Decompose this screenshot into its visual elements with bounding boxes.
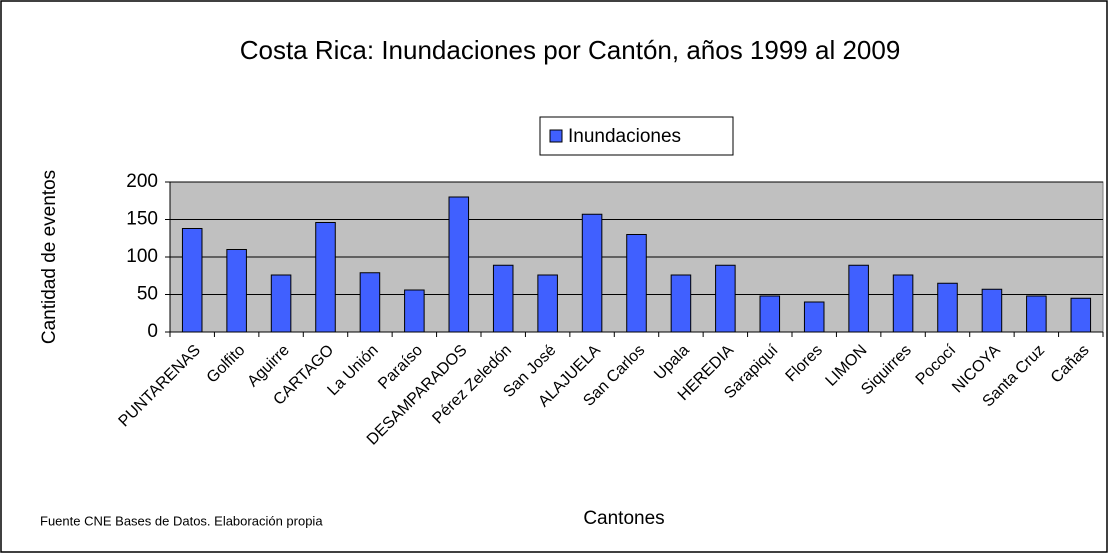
y-tick-label: 200 xyxy=(126,171,158,192)
bar xyxy=(803,301,825,333)
bar xyxy=(359,272,381,333)
x-axis-label: Cantones xyxy=(583,508,664,529)
chart-title: Costa Rica: Inundaciones por Cantón, año… xyxy=(240,35,901,65)
source-note: Fuente CNE Bases de Datos. Elaboración p… xyxy=(40,513,323,528)
bar xyxy=(315,222,336,333)
bar xyxy=(626,234,647,333)
y-axis-label: Cantidad de eventos xyxy=(39,170,60,344)
legend-label: Inundaciones xyxy=(568,126,681,147)
bar xyxy=(181,228,203,333)
y-tick-label: 50 xyxy=(137,284,158,305)
bar xyxy=(581,213,603,333)
legend-swatch xyxy=(549,129,563,143)
bar xyxy=(759,295,781,333)
bar xyxy=(226,249,247,333)
y-tick-label: 100 xyxy=(126,246,158,267)
bar xyxy=(981,288,1003,333)
bar xyxy=(492,264,514,333)
bar xyxy=(670,274,692,333)
bar xyxy=(270,274,292,333)
bar xyxy=(937,282,958,333)
bar xyxy=(537,274,558,333)
bar xyxy=(715,264,736,333)
bar xyxy=(892,274,914,333)
bar xyxy=(448,196,470,333)
bar xyxy=(1026,295,1047,333)
bar xyxy=(1070,297,1092,333)
y-tick-label: 150 xyxy=(126,209,158,230)
legend-box xyxy=(539,116,734,156)
bar xyxy=(848,264,869,333)
bar xyxy=(404,289,425,333)
y-tick-label: 0 xyxy=(147,321,158,342)
